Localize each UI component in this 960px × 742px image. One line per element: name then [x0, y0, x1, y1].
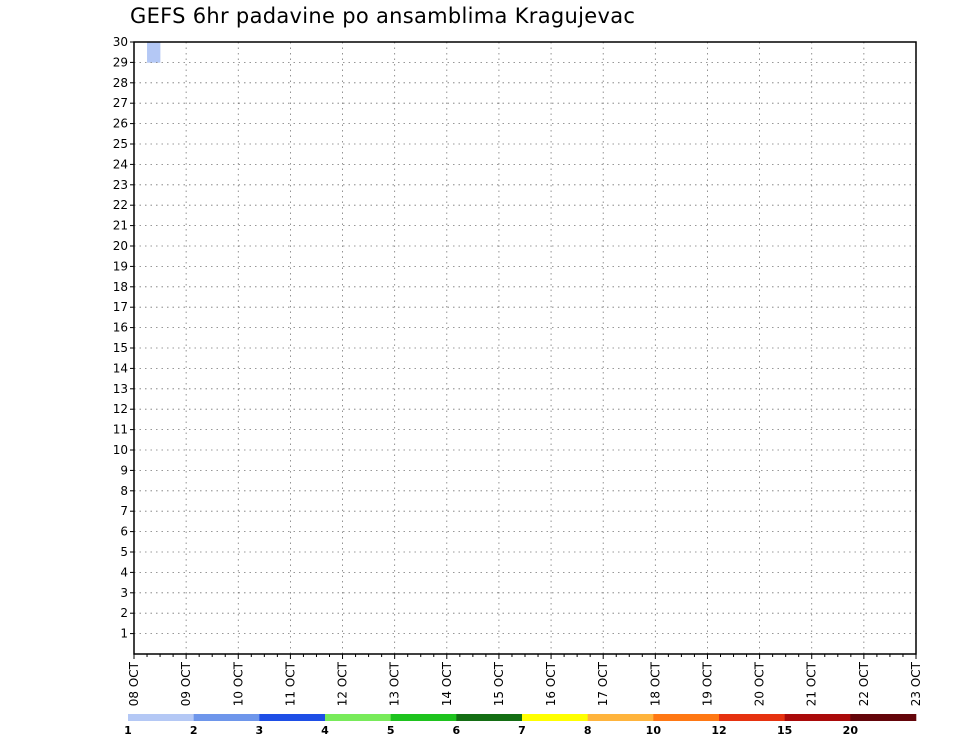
plot-frame [133, 41, 917, 655]
y-tick-label: 18 [113, 280, 128, 294]
legend-label: 10 [646, 724, 662, 737]
legend-label: 8 [584, 724, 592, 737]
x-tick-label: 21 OCT [805, 661, 819, 706]
data-cell [147, 42, 161, 63]
y-tick-label: 21 [113, 219, 128, 233]
x-tick-label: 18 OCT [648, 661, 662, 706]
x-tick-label: 17 OCT [596, 661, 610, 706]
legend-swatch [653, 714, 720, 721]
y-tick-label: 1 [120, 627, 128, 641]
legend-label: 4 [321, 724, 329, 737]
x-tick-label: 11 OCT [283, 661, 297, 706]
y-tick-label: 22 [113, 198, 128, 212]
data-cells [147, 42, 161, 63]
x-tick-label: 09 OCT [179, 661, 193, 706]
y-tick-label: 30 [113, 35, 128, 49]
color-legend: 1 2 3 4 5 6 7 8 10 12 15 20 [124, 714, 917, 737]
legend-swatch [128, 714, 194, 721]
y-tick-label: 17 [113, 300, 128, 314]
legend-label: 6 [453, 724, 461, 737]
chart-title: GEFS 6hr padavine po ansamblima Kragujev… [130, 4, 636, 28]
y-tick-label: 24 [113, 157, 128, 171]
x-tick-label: 20 OCT [753, 661, 767, 706]
y-tick-label: 16 [113, 321, 128, 335]
y-tick-label: 13 [113, 382, 128, 396]
y-tick-label: 7 [120, 504, 128, 518]
legend-swatch [522, 714, 588, 721]
y-tick-label: 19 [113, 259, 128, 273]
legend-label: 12 [711, 724, 726, 737]
legend-label: 7 [518, 724, 526, 737]
legend-swatch [784, 714, 851, 721]
x-tick-label: 19 OCT [700, 661, 714, 706]
y-tick-label: 12 [113, 402, 128, 416]
x-tick-label: 16 OCT [544, 661, 558, 706]
legend-swatch [259, 714, 326, 721]
y-tick-label: 10 [113, 443, 128, 457]
y-tick-label: 9 [120, 463, 128, 477]
legend-swatch [850, 714, 917, 721]
legend-label: 20 [843, 724, 859, 737]
y-tick-label: 20 [113, 239, 128, 253]
legend-swatch [390, 714, 457, 721]
y-tick-label: 8 [120, 484, 128, 498]
x-tick-label: 10 OCT [231, 661, 245, 706]
y-tick-label: 15 [113, 341, 128, 355]
x-tick-label: 15 OCT [492, 661, 506, 706]
x-tick-label: 14 OCT [440, 661, 454, 706]
legend-label: 3 [256, 724, 264, 737]
legend-swatch [325, 714, 391, 721]
legend-swatch [719, 714, 785, 721]
y-tick-label: 4 [120, 565, 128, 579]
legend-label: 15 [777, 724, 792, 737]
y-tick-label: 3 [120, 586, 128, 600]
x-tick-label: 23 OCT [909, 661, 923, 706]
x-tick-label: 22 OCT [857, 661, 871, 706]
legend-label: 1 [124, 724, 132, 737]
y-tick-label: 2 [120, 606, 128, 620]
x-tick-label: 12 OCT [336, 661, 350, 706]
legend-label: 2 [190, 724, 198, 737]
y-tick-label: 23 [113, 178, 128, 192]
y-tick-label: 14 [113, 361, 128, 375]
x-tick-label: 08 OCT [127, 661, 141, 706]
y-tick-label: 25 [113, 137, 128, 151]
legend-swatch [456, 714, 523, 721]
y-tick-label: 26 [113, 117, 128, 131]
y-tick-label: 27 [113, 96, 128, 110]
y-tick-label: 6 [120, 525, 128, 539]
legend-label: 5 [387, 724, 395, 737]
y-tick-label: 5 [120, 545, 128, 559]
y-tick-label: 11 [113, 423, 128, 437]
y-tick-label: 28 [113, 76, 128, 90]
legend-swatch [587, 714, 654, 721]
axis-ticks: 1234567891011121314151617181920212223242… [113, 35, 923, 706]
x-tick-label: 13 OCT [388, 661, 402, 706]
y-tick-label: 29 [113, 55, 128, 69]
grid-lines [134, 42, 916, 654]
legend-swatch [193, 714, 260, 721]
